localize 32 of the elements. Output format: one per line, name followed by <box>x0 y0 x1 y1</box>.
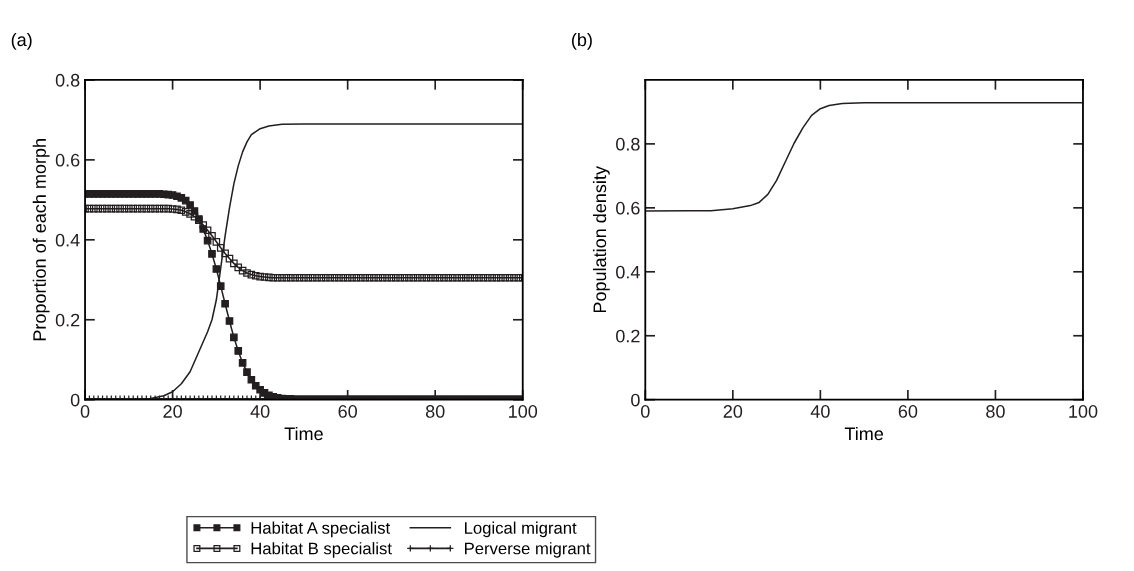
x-tick-label: 60 <box>338 405 357 418</box>
y-tick-label: 0.8 <box>55 73 80 87</box>
x-tick-label: 60 <box>898 405 918 418</box>
x-axis-title: Time <box>284 426 323 441</box>
x-axis-title: Time <box>844 426 884 441</box>
x-tick-label: 20 <box>723 405 743 418</box>
y-tick-label: 0.4 <box>616 265 640 279</box>
x-tick-label: 40 <box>810 405 830 418</box>
y-axis-title: Population density <box>592 166 610 313</box>
y-tick-label: 0.2 <box>55 313 80 327</box>
y-tick-label: 0.6 <box>616 201 640 215</box>
legend-label: Habitat B specialist <box>251 542 392 558</box>
x-tick-label: 80 <box>986 405 1005 418</box>
y-axis-title: Proportion of each morph <box>32 139 50 341</box>
chart-title: (a) <box>11 32 32 50</box>
y-tick-label: 0.4 <box>55 233 80 247</box>
y-tick-label: 0 <box>631 393 640 407</box>
x-tick-label: 40 <box>250 405 270 418</box>
x-tick-label: 100 <box>1069 405 1098 418</box>
y-tick-label: 0.8 <box>616 137 640 151</box>
chart-title: (b) <box>572 32 592 50</box>
x-tick-label: 100 <box>509 405 538 418</box>
y-tick-label: 0.2 <box>616 329 640 343</box>
legend-label: Perverse migrant <box>465 542 591 558</box>
x-tick-label: 0 <box>80 405 90 418</box>
x-tick-label: 0 <box>640 405 650 418</box>
y-tick-label: 0.6 <box>55 153 80 167</box>
x-tick-label: 20 <box>163 405 182 418</box>
x-tick-label: 80 <box>425 405 445 418</box>
y-tick-label: 0 <box>70 393 80 407</box>
legend-label: Logical migrant <box>465 521 577 538</box>
legend-label: Habitat A specialist <box>251 521 391 538</box>
